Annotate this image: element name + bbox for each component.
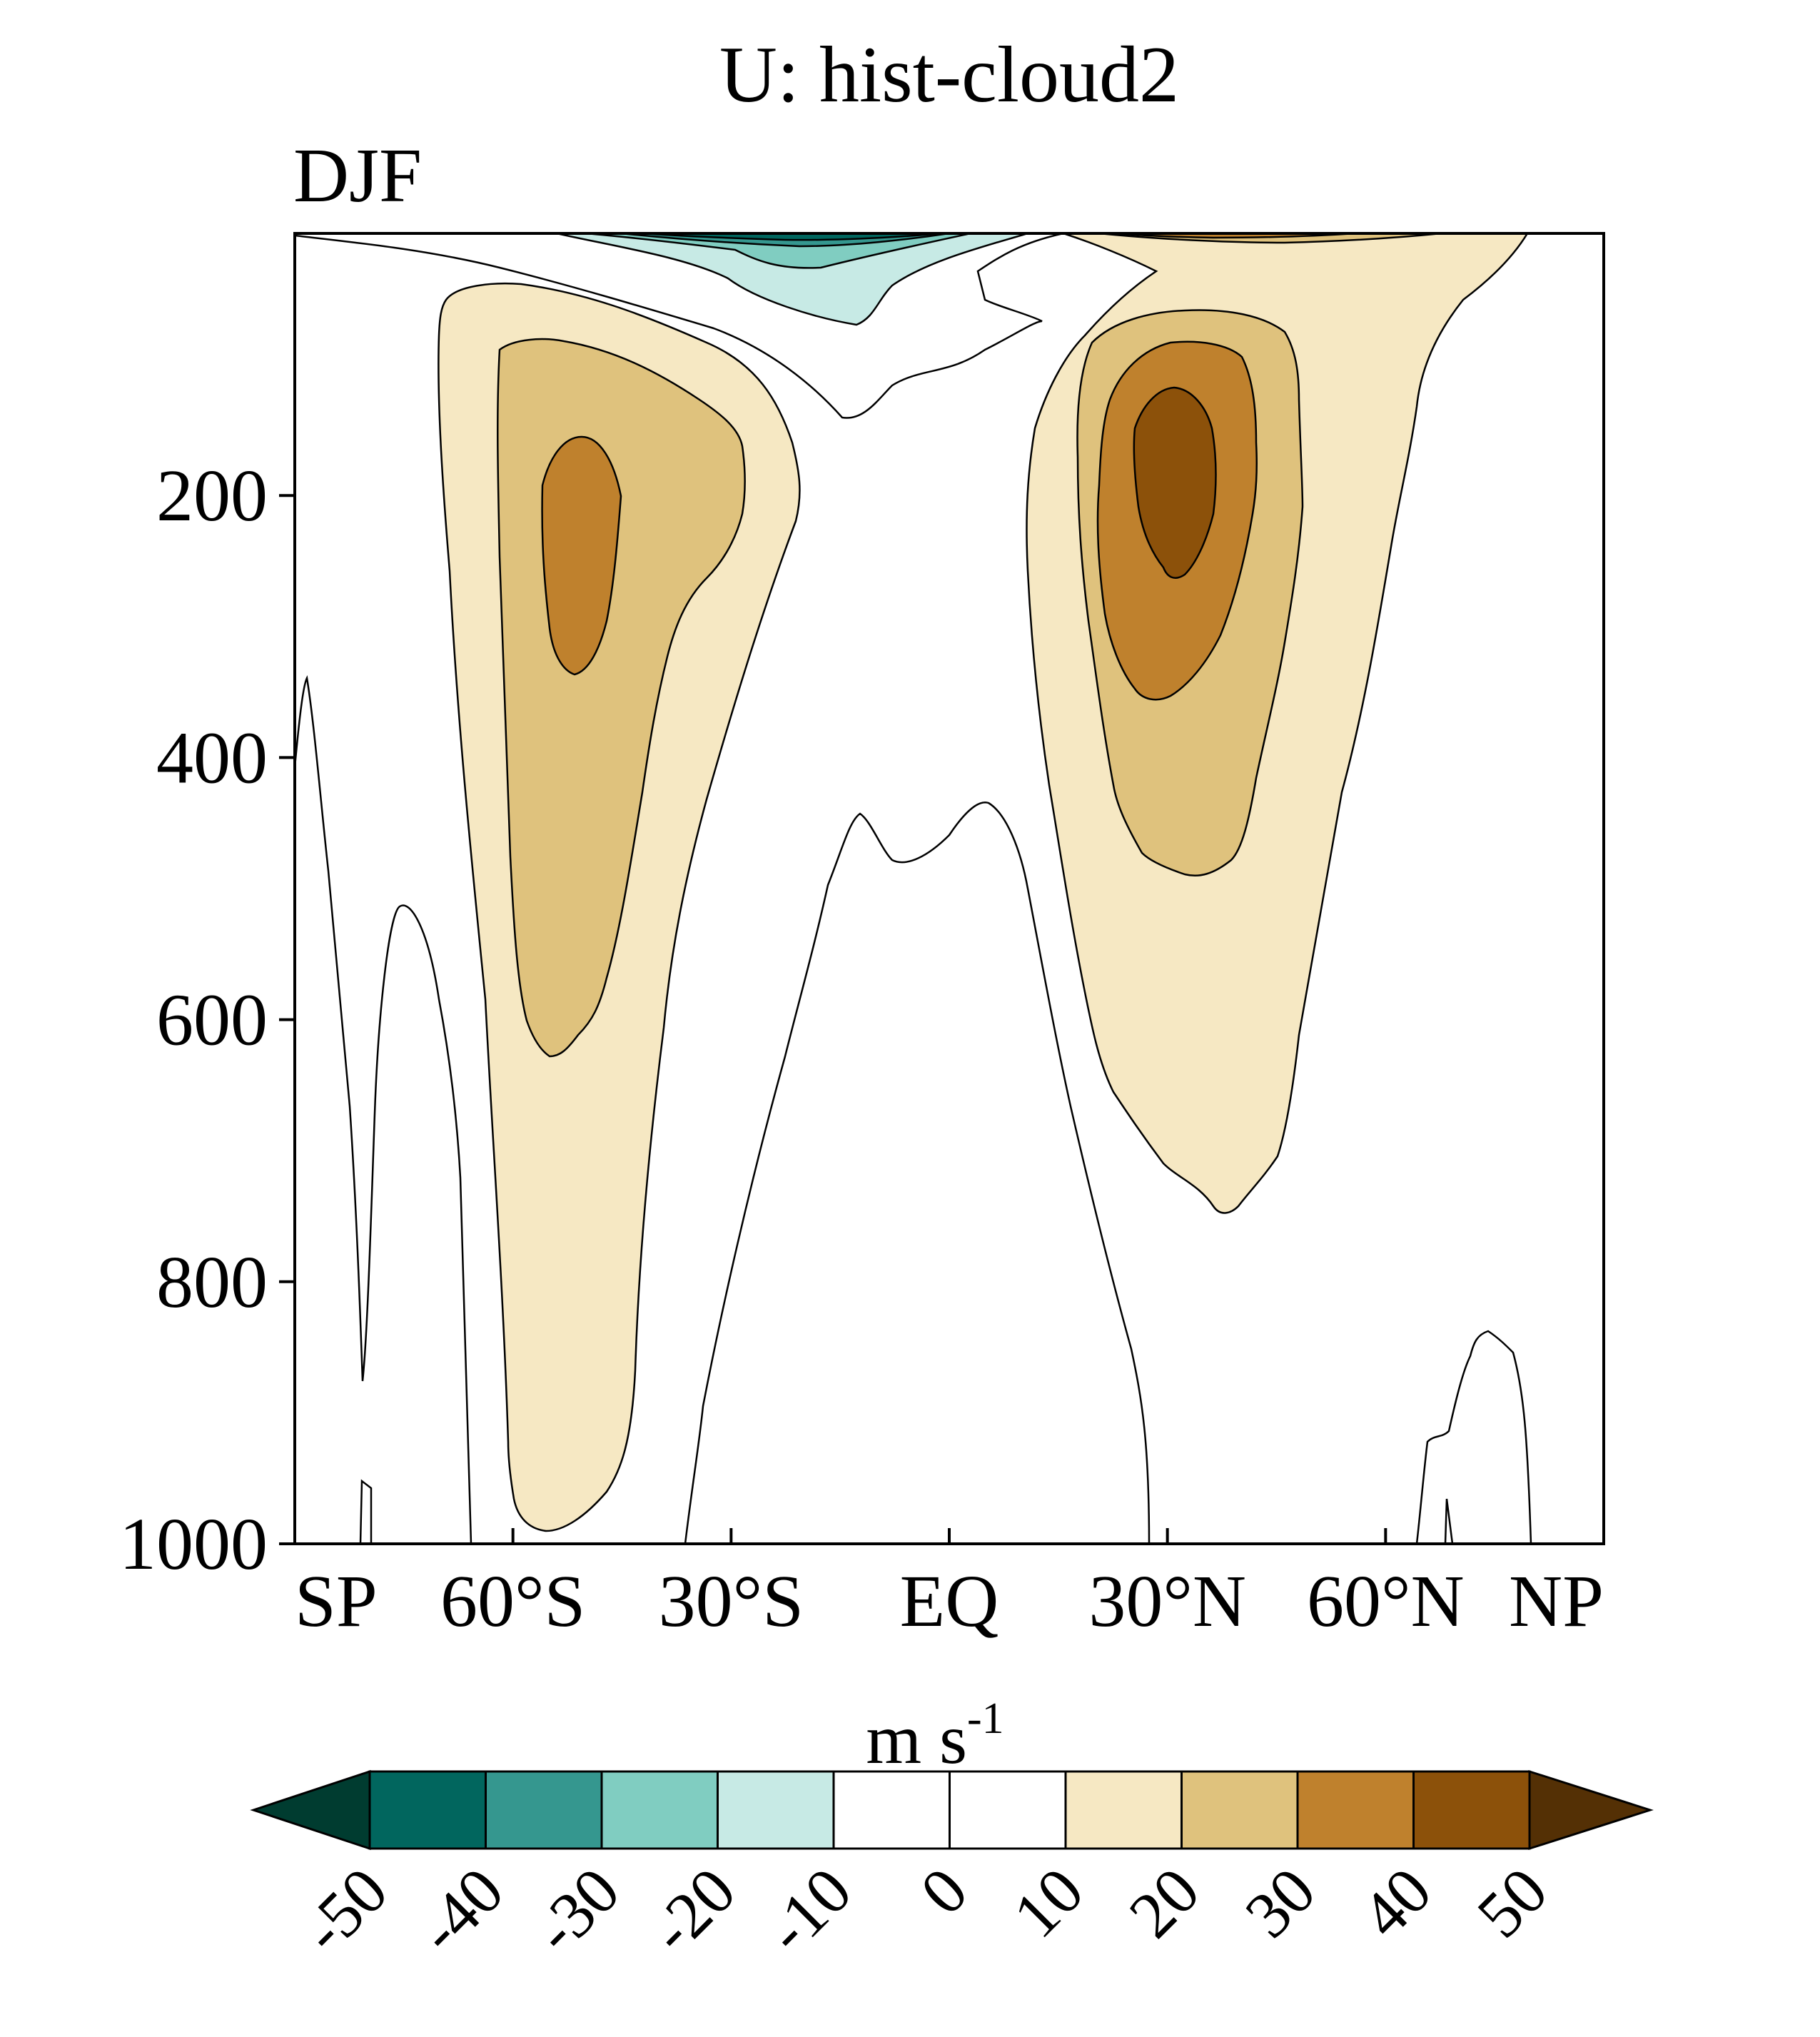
colorbar-label: -10 (752, 1854, 865, 1967)
y-tick-label: 200 (156, 455, 268, 537)
colorbar-box (600, 1770, 719, 1850)
x-tick-label: EQ (900, 1560, 999, 1642)
colorbar-box (485, 1770, 603, 1850)
chart-title: U: hist-cloud2 (719, 31, 1179, 119)
y-tick-label: 800 (156, 1241, 268, 1323)
contour-zero-sp-a (295, 674, 472, 1544)
panel-label: DJF (293, 133, 422, 218)
x-tick-label: 30°N (1088, 1560, 1246, 1642)
colorbar-label: 20 (1115, 1854, 1213, 1951)
x-tick-label: SP (295, 1560, 378, 1642)
colorbar-label: -40 (404, 1854, 517, 1967)
colorbar-box (832, 1770, 951, 1850)
contour-nh-40 (1133, 386, 1217, 579)
colorbar-box (1181, 1770, 1299, 1850)
colorbar-box (1064, 1770, 1183, 1850)
colorbar-boxes (250, 1769, 1654, 1851)
x-tick-label: 60°N (1307, 1560, 1465, 1642)
contour-zero-top (295, 233, 1064, 419)
contour-zero-np-b (1444, 1498, 1454, 1544)
colorbar-box (1412, 1770, 1531, 1850)
colorbar-label: 0 (906, 1854, 981, 1929)
contour-zero-tropics (684, 802, 1151, 1544)
colorbar-label: -30 (520, 1854, 633, 1967)
y-tick-label: 400 (156, 717, 268, 799)
contour-field (295, 233, 1532, 1544)
colorbar-arrow-low (250, 1769, 371, 1851)
contour-easterly-40 (642, 233, 943, 241)
contour-sh-30 (541, 435, 622, 676)
colorbar-label: 10 (999, 1854, 1097, 1951)
colorbar-title: m s-1 (866, 1694, 1003, 1779)
colorbar-arrow-high (1528, 1769, 1654, 1851)
colorbar-label: 30 (1231, 1854, 1329, 1951)
contour-zero-np (1415, 1330, 1532, 1544)
colorbar-label: 50 (1463, 1854, 1561, 1951)
colorbar-box (1296, 1770, 1415, 1850)
colorbar-box (717, 1770, 835, 1850)
contour-zero-sp-b (359, 1479, 373, 1544)
y-tick-label: 600 (156, 979, 268, 1061)
colorbar: m s-1 -50 -40 -30 -20 -10 0 10 20 30 40 50 (250, 1694, 1654, 1967)
colorbar-box (368, 1770, 487, 1850)
x-axis: SP 60°S 30°S EQ 30°N 60°N NP (293, 1528, 1605, 1642)
x-tick-label: 60°S (440, 1560, 585, 1642)
y-axis: 200 400 600 800 1000 (119, 455, 295, 1585)
x-tick-label: NP (1509, 1560, 1604, 1642)
colorbar-label: -50 (288, 1854, 401, 1967)
colorbar-labels: -50 -40 -30 -20 -10 0 10 20 30 40 50 (288, 1854, 1561, 1967)
y-tick-label: 1000 (119, 1503, 268, 1585)
x-tick-label: 30°S (659, 1560, 804, 1642)
contour-easterly-10 (556, 233, 1028, 326)
colorbar-box (949, 1770, 1067, 1850)
colorbar-label: -20 (636, 1854, 749, 1967)
colorbar-label: 40 (1347, 1854, 1445, 1951)
